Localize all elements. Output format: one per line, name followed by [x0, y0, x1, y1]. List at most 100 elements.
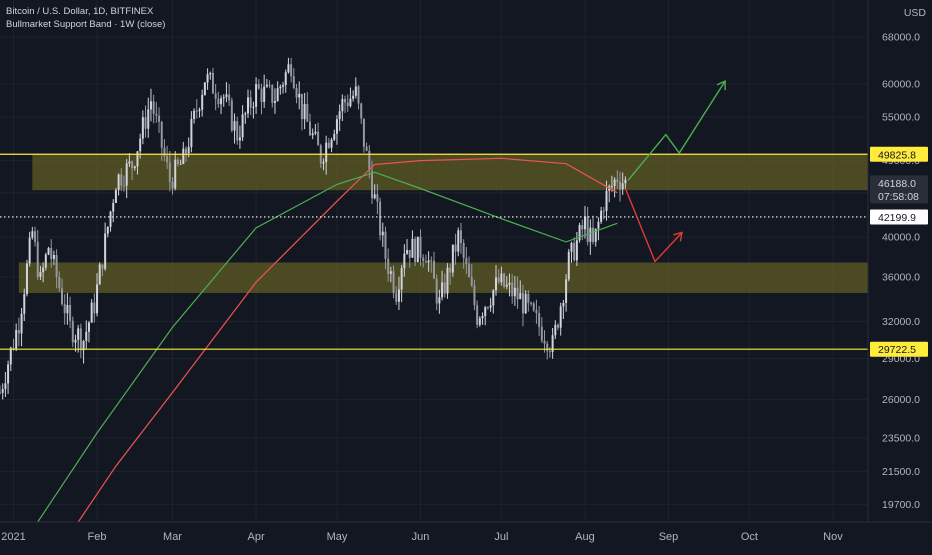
candle[interactable]	[346, 94, 349, 112]
candle[interactable]	[486, 306, 489, 310]
candle[interactable]	[454, 233, 457, 265]
candle[interactable]	[397, 276, 400, 311]
candle[interactable]	[203, 82, 206, 96]
candle[interactable]	[505, 276, 508, 290]
support-resistance-zone[interactable]	[18, 262, 868, 293]
currency-label[interactable]: USD	[904, 7, 927, 19]
candle[interactable]	[538, 306, 541, 336]
candle[interactable]	[616, 170, 619, 189]
candle[interactable]	[152, 94, 155, 124]
candle[interactable]	[573, 237, 576, 262]
candle[interactable]	[411, 230, 414, 258]
candle[interactable]	[47, 246, 50, 256]
candle[interactable]	[171, 176, 174, 195]
candle[interactable]	[565, 274, 568, 312]
candle[interactable]	[155, 102, 158, 123]
candle[interactable]	[255, 77, 258, 114]
candle[interactable]	[349, 87, 352, 108]
candle[interactable]	[31, 226, 34, 240]
candle[interactable]	[117, 173, 120, 196]
candle[interactable]	[93, 293, 96, 323]
candle[interactable]	[220, 95, 223, 114]
candle[interactable]	[427, 251, 430, 272]
candle[interactable]	[451, 244, 454, 277]
candle[interactable]	[7, 360, 10, 394]
candle[interactable]	[433, 251, 435, 279]
candle[interactable]	[535, 299, 538, 324]
candle[interactable]	[322, 158, 325, 171]
candle[interactable]	[306, 92, 309, 122]
candle[interactable]	[562, 299, 565, 319]
candle[interactable]	[500, 266, 503, 286]
candle[interactable]	[225, 82, 228, 103]
candle[interactable]	[50, 239, 53, 268]
candle[interactable]	[368, 145, 371, 179]
candle[interactable]	[462, 239, 465, 269]
candle[interactable]	[265, 78, 268, 88]
candle[interactable]	[605, 180, 608, 221]
candle[interactable]	[39, 266, 42, 281]
candle[interactable]	[20, 307, 23, 347]
candle[interactable]	[271, 84, 274, 108]
candle[interactable]	[295, 83, 298, 104]
candle[interactable]	[333, 129, 336, 142]
candle[interactable]	[123, 175, 125, 192]
last-price-tag[interactable]: 46188.0	[878, 178, 916, 190]
candle[interactable]	[344, 95, 347, 113]
candle[interactable]	[422, 254, 425, 268]
candle[interactable]	[128, 153, 131, 168]
candle[interactable]	[589, 219, 592, 255]
candle[interactable]	[570, 241, 573, 263]
candle[interactable]	[546, 341, 549, 360]
candle[interactable]	[268, 80, 271, 89]
candle[interactable]	[236, 116, 239, 145]
candle[interactable]	[317, 122, 320, 146]
candle[interactable]	[511, 274, 514, 304]
candle[interactable]	[419, 229, 422, 266]
candle[interactable]	[513, 276, 516, 306]
candle[interactable]	[247, 89, 249, 118]
candle[interactable]	[174, 151, 177, 191]
candle[interactable]	[290, 57, 293, 83]
candle[interactable]	[9, 346, 12, 371]
candle[interactable]	[470, 264, 473, 288]
candle[interactable]	[28, 231, 31, 267]
candle[interactable]	[395, 286, 398, 305]
candle[interactable]	[179, 159, 182, 165]
price-axis[interactable]	[868, 0, 932, 550]
candle[interactable]	[557, 323, 559, 331]
candle[interactable]	[63, 294, 66, 325]
candle[interactable]	[104, 222, 107, 271]
candle[interactable]	[61, 278, 63, 306]
candle[interactable]	[621, 172, 624, 195]
candle[interactable]	[554, 320, 557, 340]
candle[interactable]	[58, 271, 61, 292]
candle[interactable]	[282, 81, 285, 94]
candle[interactable]	[335, 115, 338, 145]
candle[interactable]	[392, 265, 395, 299]
candle[interactable]	[473, 279, 476, 311]
candle[interactable]	[17, 317, 20, 347]
candle[interactable]	[292, 68, 295, 90]
candle[interactable]	[592, 215, 595, 245]
candle[interactable]	[193, 108, 196, 124]
candle[interactable]	[459, 223, 462, 254]
candle[interactable]	[66, 292, 69, 325]
candle[interactable]	[449, 263, 452, 285]
candle[interactable]	[182, 141, 185, 165]
candle[interactable]	[34, 226, 37, 247]
candle[interactable]	[82, 339, 85, 364]
candle[interactable]	[23, 288, 26, 322]
candle[interactable]	[354, 77, 357, 99]
candle[interactable]	[414, 236, 417, 266]
candle[interactable]	[508, 273, 511, 297]
candle[interactable]	[311, 128, 314, 140]
candle[interactable]	[373, 184, 376, 200]
candle[interactable]	[249, 90, 252, 116]
candle[interactable]	[101, 264, 104, 277]
candle[interactable]	[567, 248, 570, 282]
candle[interactable]	[559, 302, 562, 336]
candle[interactable]	[503, 272, 506, 289]
candle[interactable]	[446, 263, 449, 299]
candle[interactable]	[263, 74, 266, 108]
